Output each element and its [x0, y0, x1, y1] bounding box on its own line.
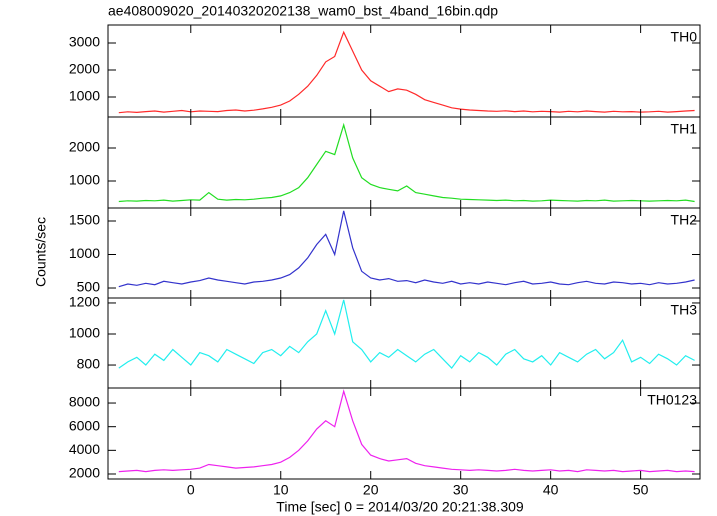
panel-label: TH1	[671, 121, 698, 137]
y-tick-label: 2000	[69, 139, 100, 155]
y-tick-label: 500	[77, 279, 101, 295]
panel-frame	[107, 387, 701, 480]
x-tick-label: 0	[187, 482, 195, 498]
chart-title: ae408009020_20140320202138_wam0_bst_4ban…	[108, 3, 498, 19]
y-tick-label: 4000	[69, 441, 100, 457]
y-tick-label: 1200	[69, 294, 100, 310]
x-tick-label: 30	[453, 482, 469, 498]
x-tick-label: 50	[633, 482, 649, 498]
y-axis-label: Counts/sec	[33, 217, 49, 287]
y-tick-label: 1000	[69, 88, 100, 104]
light-curve	[118, 30, 695, 114]
y-tick-label: 8000	[69, 394, 100, 410]
y-tick-label: 1000	[69, 325, 100, 341]
light-curve	[118, 299, 695, 370]
y-tick-label: 6000	[69, 417, 100, 433]
panel-label: TH0123	[647, 392, 697, 408]
y-tick-label: 1500	[69, 212, 100, 228]
y-tick-label: 2000	[69, 465, 100, 481]
light-curve	[118, 122, 695, 203]
panel-label: TH2	[671, 212, 698, 228]
y-tick-label: 800	[77, 356, 101, 372]
x-axis-label: Time [sec] 0 = 2014/03/20 20:21:38.309	[276, 499, 524, 515]
y-tick-label: 2000	[69, 61, 100, 77]
y-tick-label: 1000	[69, 245, 100, 261]
light-curve	[118, 388, 695, 473]
x-tick-label: 40	[543, 482, 559, 498]
y-tick-label: 3000	[69, 34, 100, 50]
x-tick-label: 20	[363, 482, 379, 498]
y-tick-label: 1000	[69, 172, 100, 188]
light-curve	[118, 210, 695, 288]
x-tick-label: 10	[273, 482, 289, 498]
panel-label: TH0	[671, 29, 698, 45]
panel-label: TH3	[671, 302, 698, 318]
